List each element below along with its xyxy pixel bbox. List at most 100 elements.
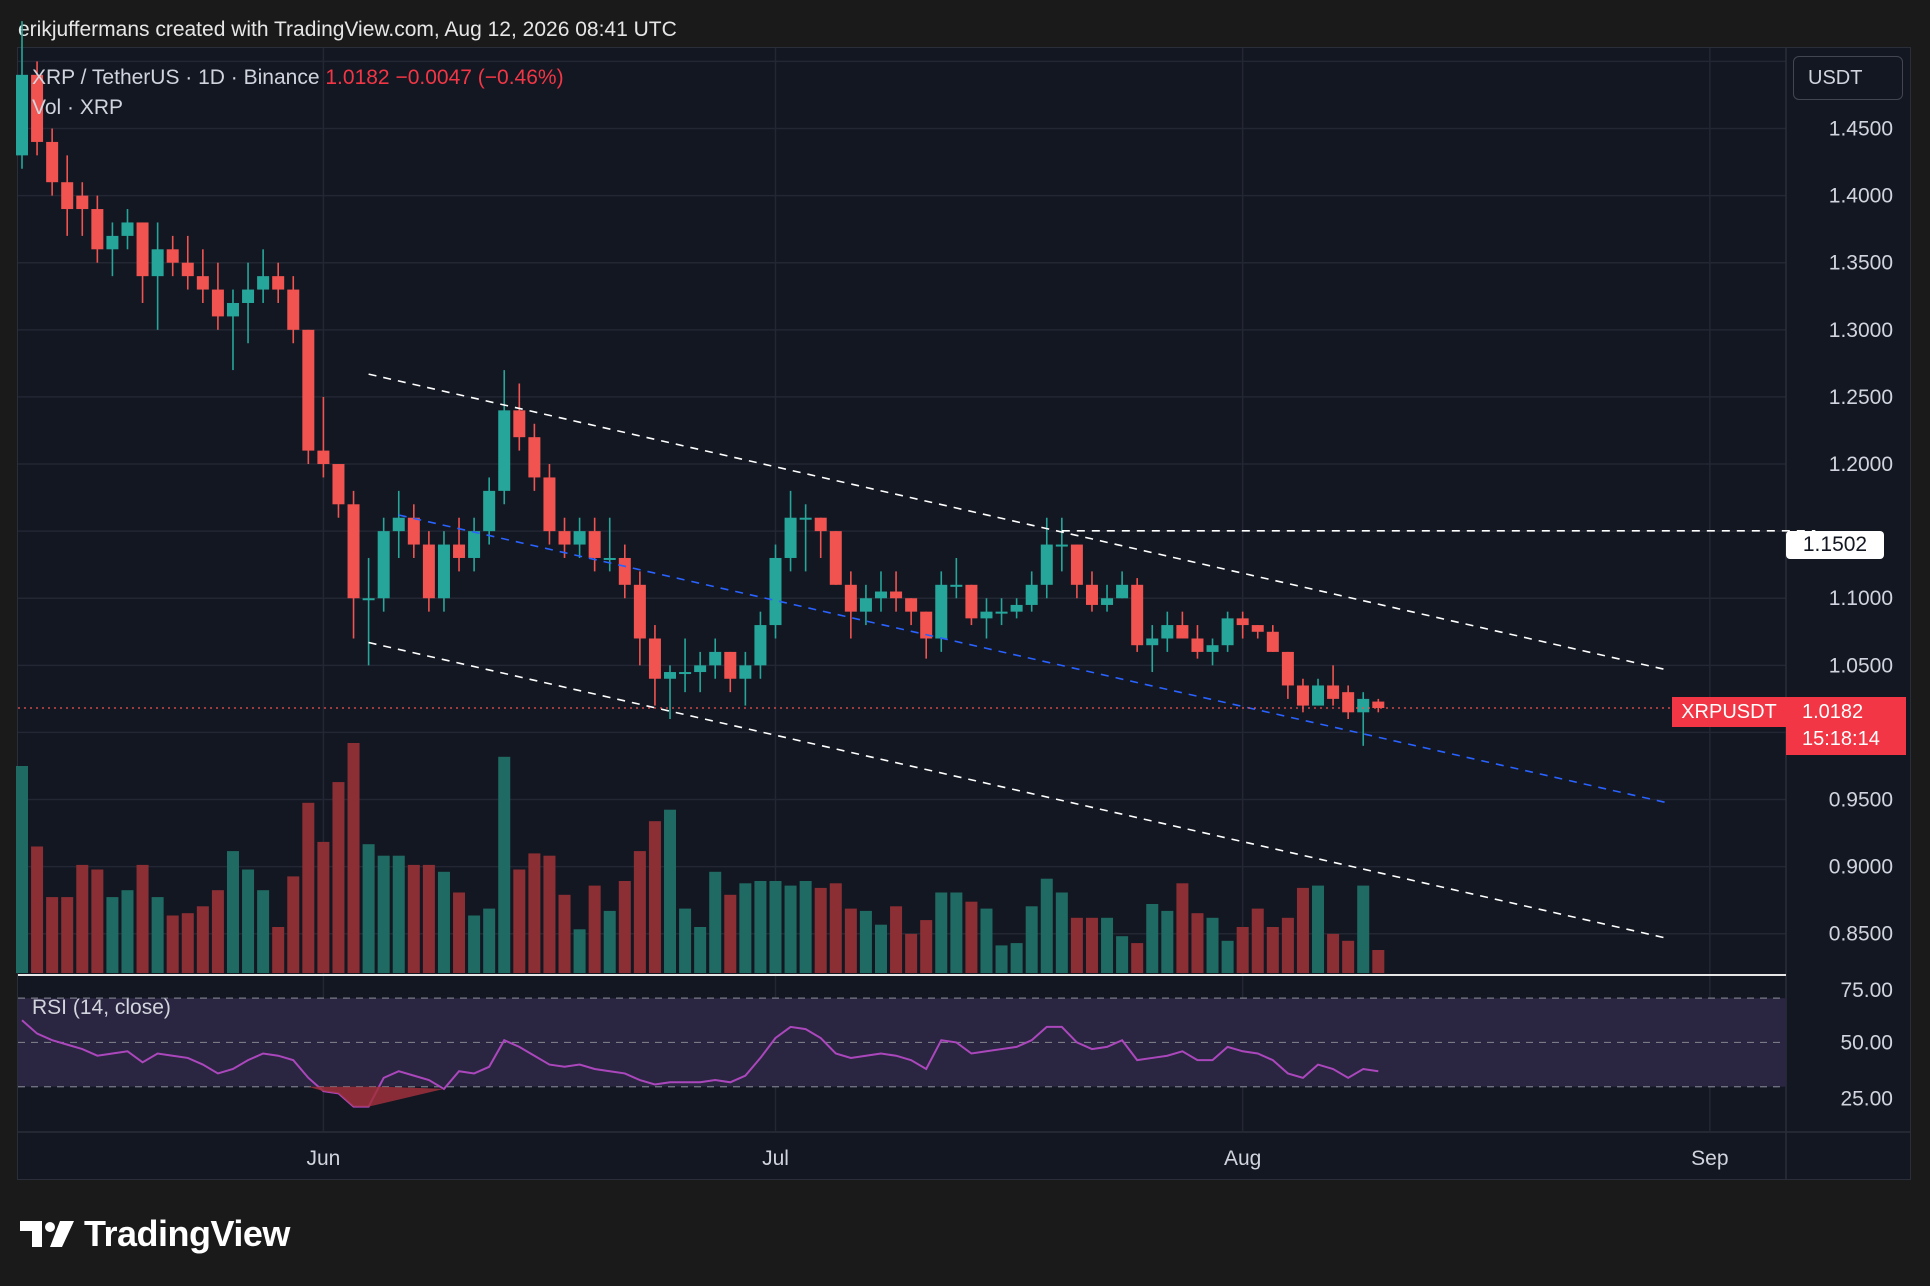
candle-body bbox=[437, 544, 450, 599]
candle-body bbox=[453, 544, 466, 558]
volume-bar bbox=[754, 881, 767, 973]
volume-bar bbox=[603, 910, 616, 973]
price-tick-label: 1.3000 bbox=[1829, 319, 1893, 342]
candle-body bbox=[1342, 692, 1355, 713]
candle-body bbox=[1101, 598, 1114, 605]
candle-body bbox=[226, 302, 239, 317]
candle-body bbox=[1055, 544, 1068, 547]
candle-body bbox=[905, 598, 918, 612]
volume-bar bbox=[181, 913, 194, 973]
volume-bar bbox=[347, 743, 360, 973]
symbol-legend[interactable]: XRP / TetherUS · 1D · Binance 1.0182 −0.… bbox=[32, 66, 564, 90]
volume-bar bbox=[1176, 883, 1189, 973]
volume-bar bbox=[874, 924, 887, 973]
candle-body bbox=[392, 517, 405, 532]
volume-bar bbox=[709, 871, 722, 973]
candle-body bbox=[844, 584, 857, 612]
candle-body bbox=[1176, 625, 1189, 639]
rsi-tick-label: 25.00 bbox=[1840, 1088, 1893, 1111]
volume-bar bbox=[769, 881, 782, 973]
price-tick-label: 1.3500 bbox=[1829, 252, 1893, 275]
symbol-name[interactable]: XRP / TetherUS · 1D · Binance bbox=[32, 66, 320, 89]
price-tick-label: 1.2000 bbox=[1829, 453, 1893, 476]
volume-bar bbox=[46, 897, 59, 973]
volume-bar bbox=[136, 864, 149, 973]
candle-body bbox=[483, 490, 496, 532]
candle-body bbox=[121, 222, 134, 236]
volume-bar bbox=[166, 915, 179, 973]
volume-bar bbox=[950, 892, 963, 973]
volume-bar bbox=[724, 894, 737, 973]
volume-bar bbox=[362, 844, 375, 973]
volume-indicator-label[interactable]: Vol · XRP bbox=[32, 96, 124, 119]
volume-bar bbox=[1131, 943, 1144, 973]
candle-body bbox=[573, 531, 586, 545]
candle-body bbox=[980, 611, 993, 619]
volume-bar bbox=[76, 864, 89, 973]
volume-bar bbox=[1281, 917, 1294, 973]
candle-body bbox=[377, 531, 390, 599]
trendline bbox=[368, 373, 1665, 671]
volume-bar bbox=[784, 885, 797, 973]
bar-countdown: 15:18:14 bbox=[1802, 728, 1880, 750]
candle-body bbox=[1191, 638, 1204, 652]
price-tick-label: 1.1000 bbox=[1829, 587, 1893, 610]
volume-bar bbox=[1312, 885, 1325, 973]
volume-bar bbox=[1251, 908, 1264, 973]
volume-bar bbox=[1040, 878, 1053, 973]
volume-bar bbox=[1101, 917, 1114, 973]
rsi-tick-label: 75.00 bbox=[1840, 979, 1893, 1002]
price-tick-label: 1.0500 bbox=[1829, 654, 1893, 677]
rsi-tick-label: 50.00 bbox=[1840, 1031, 1893, 1054]
candle-body bbox=[422, 544, 435, 599]
candle-body bbox=[302, 329, 315, 451]
volume-bar bbox=[1085, 917, 1098, 973]
volume-bar bbox=[694, 927, 707, 973]
candle-body bbox=[287, 289, 300, 330]
price-axis: 1.4500 1.4000 1.3500 1.3000 1.2500 1.2000 1.10… bbox=[1829, 118, 1893, 1111]
volume-bar bbox=[121, 890, 134, 973]
candle-body bbox=[181, 262, 194, 277]
candle-body bbox=[1357, 698, 1370, 713]
time-tick-label: Sep bbox=[1691, 1147, 1728, 1170]
volume-bar bbox=[453, 892, 466, 973]
candle-body bbox=[211, 289, 224, 317]
chart-frame[interactable] bbox=[17, 47, 1911, 1180]
candle-body bbox=[151, 249, 164, 277]
candle-body bbox=[347, 504, 360, 599]
candle-body bbox=[1025, 584, 1038, 605]
volume-bar bbox=[226, 851, 239, 973]
rsi-indicator-label[interactable]: RSI (14, close) bbox=[32, 996, 171, 1019]
candle-body bbox=[935, 584, 948, 639]
tradingview-logo[interactable]: TradingView bbox=[20, 1213, 290, 1255]
volume-bar bbox=[859, 910, 872, 973]
candle-body bbox=[1161, 625, 1174, 639]
currency-button[interactable]: USDT bbox=[1793, 56, 1903, 100]
candle-body bbox=[1266, 631, 1279, 652]
chart-attribution: erikjuffermans created with TradingView.… bbox=[18, 18, 677, 41]
price-tick-label: 1.2500 bbox=[1829, 386, 1893, 409]
volume-bar bbox=[1025, 906, 1038, 973]
volume-bar bbox=[287, 876, 300, 973]
volume-bar bbox=[151, 897, 164, 973]
volume-bar bbox=[1010, 943, 1023, 973]
candle-body bbox=[874, 591, 887, 599]
volume-bar bbox=[890, 906, 903, 973]
price-tick-label: 1.4000 bbox=[1829, 185, 1893, 208]
volume-bar bbox=[1070, 917, 1083, 973]
volume-bar bbox=[1357, 885, 1370, 973]
volume-bar bbox=[905, 933, 918, 973]
candle-body bbox=[724, 651, 737, 679]
candle-body bbox=[1070, 544, 1083, 585]
volume-bar bbox=[633, 851, 646, 973]
candle-body bbox=[633, 584, 646, 639]
candle-body bbox=[814, 517, 827, 532]
volume-bar bbox=[618, 881, 631, 973]
volume-bars bbox=[16, 743, 1385, 973]
candle-body bbox=[1281, 651, 1294, 686]
price-tick-label: 0.9500 bbox=[1829, 789, 1893, 812]
volume-bar bbox=[664, 809, 677, 973]
candle-body bbox=[754, 625, 767, 666]
volume-bar bbox=[558, 894, 571, 973]
